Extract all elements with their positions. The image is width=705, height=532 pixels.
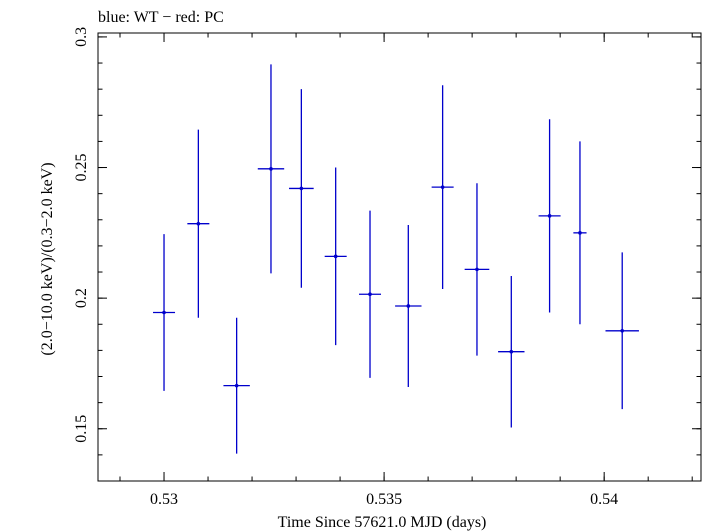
x-tick-label: 0.53 xyxy=(150,491,178,508)
data-point xyxy=(257,64,285,274)
data-point xyxy=(395,225,422,387)
y-tick-label: 0.3 xyxy=(73,27,90,47)
y-axis-label: (2.0−10.0 keV)/(0.3−2.0 keV) xyxy=(39,162,56,355)
data-point xyxy=(289,89,314,288)
y-tick-label: 0.2 xyxy=(73,288,90,308)
point-marker xyxy=(620,328,625,333)
data-point xyxy=(187,129,210,318)
data-layer xyxy=(153,64,639,454)
point-marker xyxy=(234,383,239,388)
data-point xyxy=(605,252,639,410)
point-marker xyxy=(578,231,582,235)
point-marker xyxy=(475,267,479,272)
data-point xyxy=(359,210,382,378)
chart-title: blue: WT − red: PC xyxy=(98,9,224,26)
data-point xyxy=(538,119,561,313)
x-axis-label: Time Since 57621.0 MJD (days) xyxy=(278,514,487,531)
point-marker xyxy=(333,254,338,259)
point-marker xyxy=(269,167,273,171)
data-point xyxy=(324,167,347,346)
point-marker xyxy=(406,304,411,308)
point-marker xyxy=(196,221,201,226)
data-point xyxy=(464,183,490,356)
data-point xyxy=(498,275,525,428)
x-tick-label: 0.54 xyxy=(590,491,618,508)
point-marker xyxy=(547,214,552,218)
y-tick-label: 0.15 xyxy=(73,415,90,443)
data-point xyxy=(153,234,176,391)
x-tick-label: 0.535 xyxy=(366,491,402,508)
point-marker xyxy=(509,349,514,354)
y-tick-label: 0.25 xyxy=(73,154,90,182)
point-marker xyxy=(162,310,166,315)
plot-frame xyxy=(97,32,702,482)
data-point xyxy=(431,85,454,289)
point-marker xyxy=(299,186,304,191)
data-point xyxy=(573,141,587,325)
axes: 0.53 0.535 0.54 0.15 0.2 0.25 0.3 xyxy=(73,27,702,508)
point-marker xyxy=(440,185,445,189)
point-marker xyxy=(368,292,372,297)
data-point xyxy=(223,317,250,454)
